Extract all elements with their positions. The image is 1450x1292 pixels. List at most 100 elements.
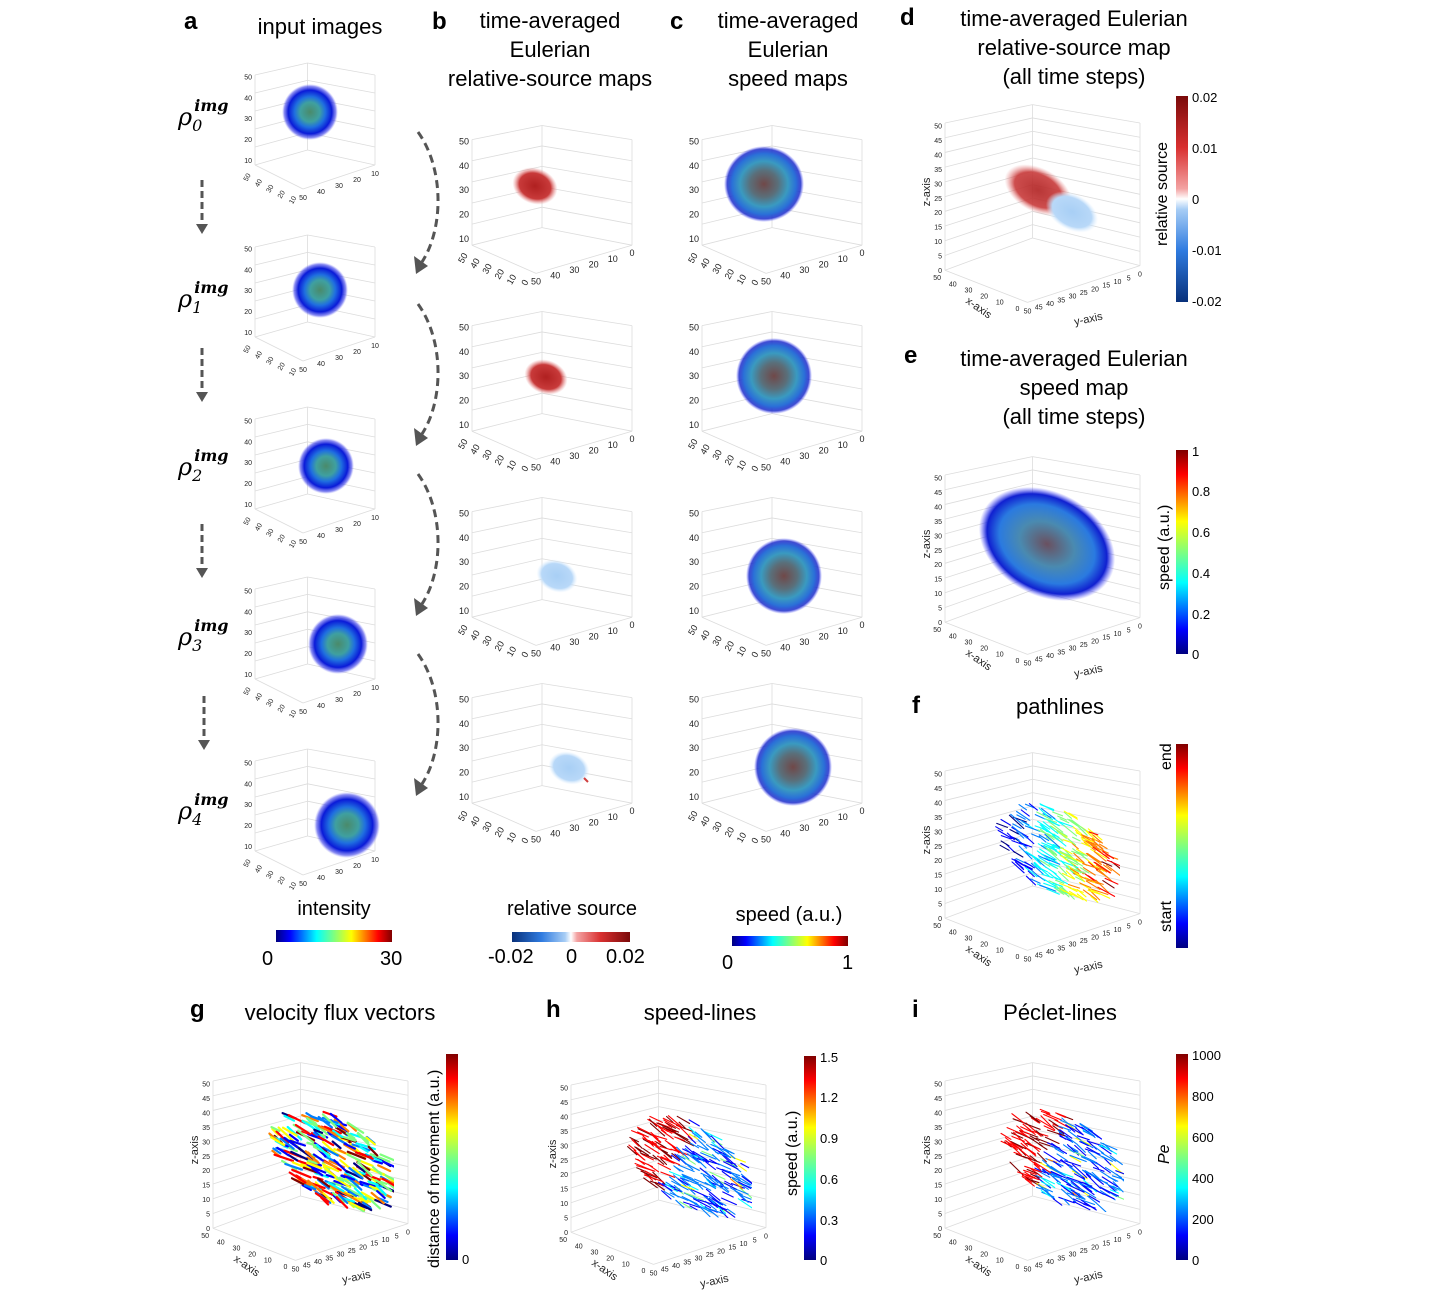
streak-line: [738, 1165, 747, 1172]
axis-line: [541, 785, 633, 804]
streak-line: [312, 1153, 326, 1163]
streak-line: [689, 1142, 700, 1149]
y-tick-label: 0: [406, 1230, 410, 1237]
y-tick-label: 10: [608, 254, 618, 264]
x-tick-label: 0: [519, 278, 530, 287]
z-tick-label: 30: [244, 116, 252, 123]
streak-line: [1040, 1110, 1051, 1115]
y-tick-label: 40: [317, 361, 325, 368]
y-tick-label: 30: [1069, 1252, 1077, 1259]
streak-line: [1054, 876, 1069, 885]
grid-line: [541, 703, 633, 720]
streak-line: [357, 1201, 373, 1212]
y-tick-label: 30: [569, 265, 579, 275]
axes-grid: [471, 683, 633, 832]
z-tick-label: 0: [938, 1226, 942, 1233]
streak-line: [338, 1176, 357, 1189]
streak-line: [657, 1181, 673, 1192]
axis-line: [701, 125, 773, 140]
y-tick-label: 30: [1069, 942, 1077, 949]
z-tick-label: 30: [689, 557, 699, 567]
axis-line: [701, 785, 773, 804]
streak-line: [1087, 889, 1101, 895]
grid-line: [771, 517, 863, 534]
y-tick-label: 40: [317, 189, 325, 196]
streak-line: [700, 1152, 717, 1160]
y-tick-label: 15: [1102, 283, 1110, 290]
y-tick-label: 40: [550, 829, 560, 839]
streak-line: [1086, 1140, 1104, 1147]
streak-line: [276, 1146, 290, 1157]
streak-line: [1088, 831, 1099, 836]
streak-line: [1024, 803, 1035, 809]
axis-line: [944, 456, 1033, 476]
streak-line: [711, 1147, 719, 1155]
axis-line: [1032, 752, 1141, 772]
streak-line: [306, 1141, 319, 1148]
streak-line: [634, 1158, 653, 1168]
streak-line: [1100, 1152, 1117, 1162]
axis-line: [212, 1195, 301, 1229]
streak-line: [1024, 861, 1035, 869]
x-tick-label: 30: [266, 184, 276, 194]
streak-line: [1070, 1182, 1081, 1190]
z-tick-label: 0: [564, 1230, 568, 1237]
x-tick-label: 40: [949, 929, 957, 936]
streak-line: [704, 1131, 723, 1141]
axis-line: [765, 802, 863, 832]
streak-line: [1074, 1144, 1087, 1156]
grid-line: [944, 778, 1033, 801]
arrow-down-4: [198, 696, 210, 750]
x-tick-label: 40: [254, 522, 264, 532]
rho-label-2: ρ2img: [178, 446, 229, 485]
streak-line: [1085, 880, 1101, 890]
streak-line: [302, 1166, 319, 1174]
axis-line: [944, 917, 1028, 951]
y-tick-label: 30: [1069, 646, 1077, 653]
z-tick-label: 40: [244, 95, 252, 102]
streak-line: [277, 1126, 295, 1142]
speed-blob-c1: [736, 338, 812, 414]
y-tick-label: 20: [353, 863, 361, 870]
z-tick-label: 35: [934, 167, 942, 174]
streak-line: [1085, 857, 1093, 865]
y-axis-label: y-axis: [699, 1273, 730, 1291]
z-tick-label: 40: [689, 533, 699, 543]
curved-arrow-3: [414, 473, 440, 616]
axes-grid: [701, 683, 863, 832]
grid-line: [1032, 144, 1141, 167]
y-tick-label: 20: [1091, 934, 1099, 941]
grid-line: [1032, 792, 1141, 815]
streak-line: [660, 1158, 668, 1166]
streak-line: [1060, 1178, 1072, 1186]
y-tick-label: 20: [819, 817, 829, 827]
y-tick-label: 30: [1069, 294, 1077, 301]
panel-label-h: h: [546, 996, 561, 1023]
streak-line: [387, 1181, 394, 1190]
axis-line: [471, 683, 543, 698]
grid-line: [658, 1106, 767, 1129]
axis-line: [471, 430, 537, 460]
streak-line: [329, 1112, 343, 1124]
colorbar-c-min: 0: [722, 952, 734, 974]
streak-line: [1056, 888, 1067, 895]
streak-line: [643, 1177, 658, 1189]
streak-line: [731, 1176, 751, 1186]
axis-line: [701, 227, 773, 246]
streak-line: [650, 1131, 659, 1140]
streak-line: [1031, 833, 1041, 838]
grid-line: [471, 517, 543, 534]
axis-line: [771, 683, 863, 698]
grid-line: [254, 783, 308, 798]
streak-line: [730, 1178, 743, 1190]
z-tick-label: 10: [459, 792, 469, 802]
streak-line: [1062, 1144, 1075, 1153]
streak-line: [1075, 876, 1085, 882]
axis-line: [302, 508, 376, 534]
panel-title-c: time-averaged Eulerian speed maps: [700, 6, 876, 93]
x-tick-label: 20: [723, 267, 737, 281]
x-tick-label: 30: [965, 1245, 973, 1252]
streak-line: [1048, 1172, 1062, 1184]
x-tick-label: 50: [201, 1233, 209, 1240]
streak-line: [644, 1144, 660, 1155]
